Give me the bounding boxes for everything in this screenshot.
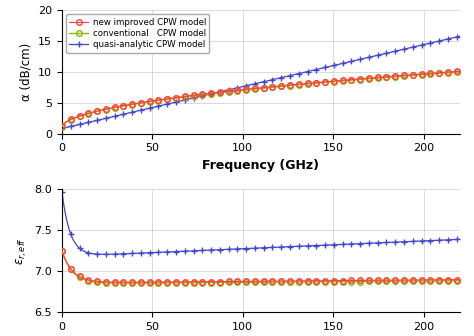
- Legend: new improved CPW model, conventional   CPW model, quasi-analytic CPW model: new improved CPW model, conventional CPW…: [66, 14, 210, 52]
- X-axis label: Frequency (GHz): Frequency (GHz): [202, 159, 319, 172]
- Y-axis label: $\epsilon_{r,eff}$: $\epsilon_{r,eff}$: [14, 237, 28, 265]
- Y-axis label: α (dB/cm): α (dB/cm): [19, 43, 32, 101]
